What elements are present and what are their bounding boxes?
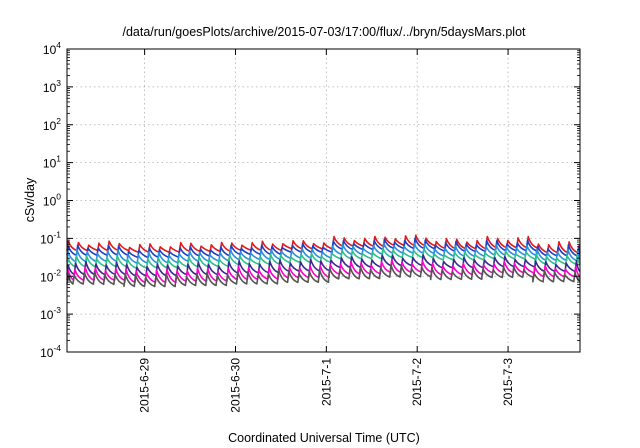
y-tick-label: 10-3	[40, 305, 61, 322]
y-tick-label: 10-4	[40, 343, 61, 360]
x-tick-labels: 2015-6-29 2015-6-30 2015-7-1 2015-7-2 2015-7…	[138, 358, 515, 413]
y-tick-label: 10-2	[40, 267, 61, 284]
x-tick-label: 2015-6-30	[228, 358, 242, 413]
series-line-5	[66, 259, 581, 284]
x-tick-label: 2015-7-2	[410, 358, 424, 406]
series-line-1	[66, 237, 581, 259]
series-line-6	[66, 264, 581, 288]
chart-title: /data/run/goesPlots/archive/2015-07-03/1…	[122, 25, 526, 39]
plot-frame	[66, 48, 581, 353]
gridlines	[67, 49, 580, 352]
series-line-4	[66, 254, 581, 277]
y-axis-label: cSv/day	[23, 177, 37, 222]
y-tick-label: 104	[43, 40, 61, 57]
x-tick-label: 2015-7-1	[319, 358, 333, 406]
y-tick-label: 102	[43, 116, 61, 133]
y-tick-label: 101	[43, 154, 61, 171]
x-tick-label: 2015-6-29	[138, 358, 152, 413]
series-line-3	[66, 247, 581, 269]
y-tick-label: 100	[43, 192, 61, 209]
x-tick-label: 2015-7-3	[501, 358, 515, 406]
y-tick-label: 10-1	[40, 229, 61, 246]
y-tick-label: 103	[43, 78, 61, 95]
x-axis-label: Coordinated Universal Time (UTC)	[228, 431, 420, 445]
axes	[66, 48, 581, 353]
series-lines	[66, 234, 581, 288]
series-line-2	[66, 242, 581, 264]
y-tick-labels: 10-4 10-3 10-2 10-1 100 101 102 103 104	[40, 40, 61, 360]
